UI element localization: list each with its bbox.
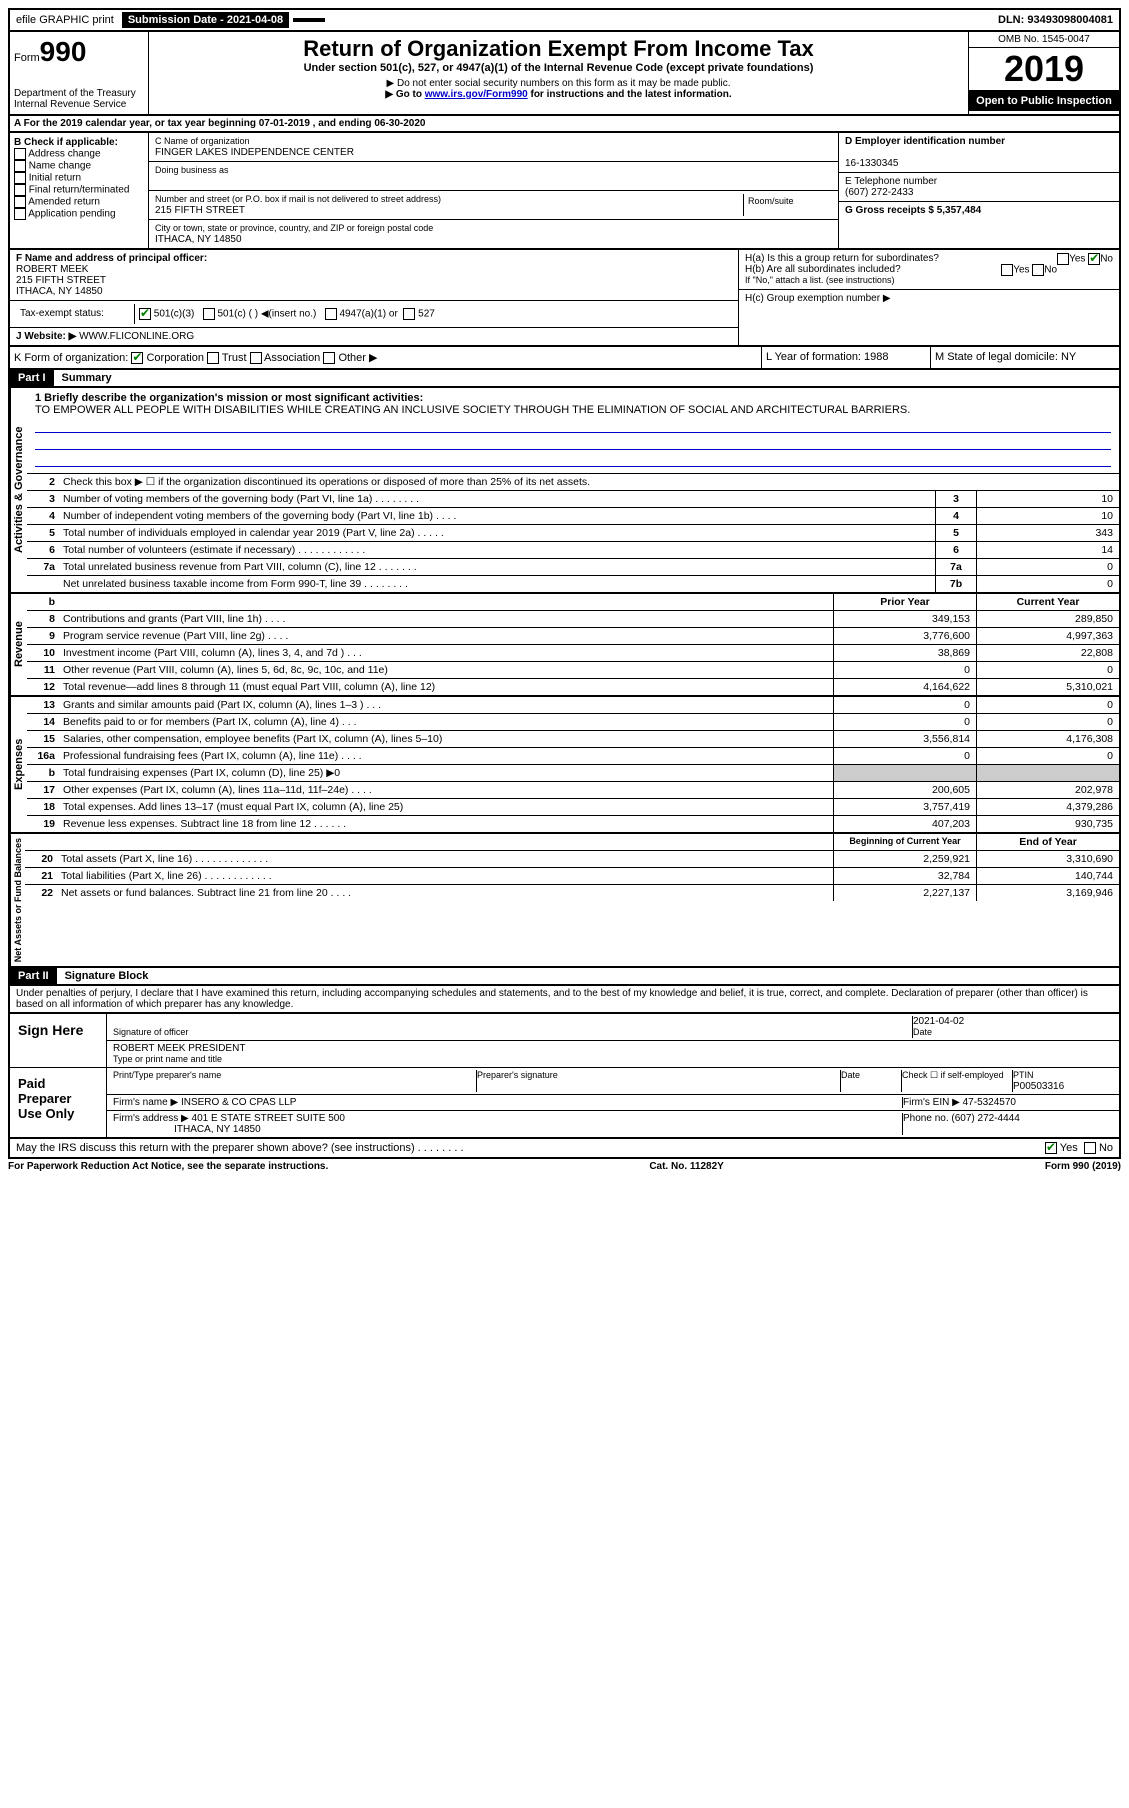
year-formation: L Year of formation: 1988 [762, 347, 931, 368]
section-a: A For the 2019 calendar year, or tax yea… [8, 116, 1121, 133]
cb-name[interactable] [14, 160, 26, 172]
officer-sig-name: ROBERT MEEK PRESIDENT [113, 1043, 245, 1054]
cb-501c3[interactable] [139, 308, 151, 320]
discuss-row: May the IRS discuss this return with the… [8, 1139, 1121, 1159]
dln: DLN: 93493098004081 [327, 12, 1119, 28]
tax-year: 2019 [969, 48, 1119, 91]
table-row: 6Total number of volunteers (estimate if… [27, 542, 1119, 559]
part2-header: Part II Signature Block [8, 968, 1121, 986]
firm-addr1: 401 E STATE STREET SUITE 500 [192, 1113, 345, 1124]
cb-pending[interactable] [14, 208, 26, 220]
cb-address[interactable] [14, 148, 26, 160]
cb-hb-no[interactable] [1032, 264, 1044, 276]
inspection-box: Open to Public Inspection [969, 91, 1119, 111]
cb-hb-yes[interactable] [1001, 264, 1013, 276]
org-city: ITHACA, NY 14850 [155, 234, 242, 245]
part1-header: Part I Summary [8, 370, 1121, 388]
cb-assoc[interactable] [250, 352, 262, 364]
org-name: FINGER LAKES INDEPENDENCE CENTER [155, 147, 354, 158]
info-grid: B Check if applicable: Address change Na… [8, 133, 1121, 250]
cb-final[interactable] [14, 184, 26, 196]
table-row: 13Grants and similar amounts paid (Part … [27, 697, 1119, 714]
cb-501c[interactable] [203, 308, 215, 320]
table-row: 16aProfessional fundraising fees (Part I… [27, 748, 1119, 765]
table-row: 11Other revenue (Part VIII, column (A), … [27, 662, 1119, 679]
state-domicile: M State of legal domicile: NY [931, 347, 1119, 368]
submission-date-btn[interactable]: Submission Date - 2021-04-08 [122, 12, 289, 28]
table-row: 20Total assets (Part X, line 16) . . . .… [25, 851, 1119, 868]
form-subtitle: Under section 501(c), 527, or 4947(a)(1)… [153, 62, 964, 74]
table-row: 10Investment income (Part VIII, column (… [27, 645, 1119, 662]
top-bar: efile GRAPHIC print Submission Date - 20… [8, 8, 1121, 32]
table-row: 4Number of independent voting members of… [27, 508, 1119, 525]
netassets-section: Net Assets or Fund Balances Beginning of… [8, 834, 1121, 968]
officer-name: ROBERT MEEK [16, 264, 88, 275]
table-row: 15Salaries, other compensation, employee… [27, 731, 1119, 748]
gross-receipts: G Gross receipts $ 5,357,484 [845, 205, 981, 216]
firm-phone: (607) 272-4444 [951, 1113, 1019, 1124]
table-row: 9Program service revenue (Part VIII, lin… [27, 628, 1119, 645]
note2-pre: ▶ Go to [385, 89, 424, 100]
cb-trust[interactable] [207, 352, 219, 364]
table-row: 7aTotal unrelated business revenue from … [27, 559, 1119, 576]
box-b: B Check if applicable: Address change Na… [10, 133, 149, 248]
table-row: 21Total liabilities (Part X, line 26) . … [25, 868, 1119, 885]
table-row: 12Total revenue—add lines 8 through 11 (… [27, 679, 1119, 695]
table-row: bTotal fundraising expenses (Part IX, co… [27, 765, 1119, 782]
note2-post: for instructions and the latest informat… [528, 89, 732, 100]
revenue-section: Revenue b Prior Year Current Year 8Contr… [8, 594, 1121, 697]
info-grid-2: F Name and address of principal officer:… [8, 250, 1121, 347]
form-label: Form [14, 52, 40, 64]
firm-name: INSERO & CO CPAS LLP [181, 1097, 296, 1108]
website: WWW.FLICONLINE.ORG [79, 331, 194, 342]
cb-ha-no[interactable] [1088, 253, 1100, 265]
form-number: 990 [40, 36, 87, 67]
box-c: C Name of organizationFINGER LAKES INDEP… [149, 133, 838, 248]
cb-527[interactable] [403, 308, 415, 320]
info-grid-3: K Form of organization: Corporation Trus… [8, 347, 1121, 370]
cb-other[interactable] [323, 352, 335, 364]
cb-discuss-no[interactable] [1084, 1142, 1096, 1154]
table-row: 22Net assets or fund balances. Subtract … [25, 885, 1119, 901]
cb-corp[interactable] [131, 352, 143, 364]
cb-initial[interactable] [14, 172, 26, 184]
table-row: 14Benefits paid to or for members (Part … [27, 714, 1119, 731]
tax-exempt-label: Tax-exempt status: [16, 304, 135, 324]
table-row: 3Number of voting members of the governi… [27, 491, 1119, 508]
mission-text: TO EMPOWER ALL PEOPLE WITH DISABILITIES … [35, 404, 910, 416]
irs-link[interactable]: www.irs.gov/Form990 [425, 89, 528, 100]
ptin: P00503316 [1013, 1081, 1064, 1092]
governance-section: Activities & Governance 1 Briefly descri… [8, 388, 1121, 594]
table-row: 19Revenue less expenses. Subtract line 1… [27, 816, 1119, 832]
cb-4947[interactable] [325, 308, 337, 320]
signature-block: Sign Here Signature of officer 2021-04-0… [8, 1014, 1121, 1139]
cb-amended[interactable] [14, 196, 26, 208]
sign-date: 2021-04-02 [913, 1016, 964, 1027]
dept-label: Department of the Treasury Internal Reve… [14, 88, 144, 110]
table-row: 2Check this box ▶ ☐ if the organization … [27, 474, 1119, 491]
blank-btn[interactable] [293, 18, 325, 22]
footer: For Paperwork Reduction Act Notice, see … [8, 1159, 1121, 1174]
form-title: Return of Organization Exempt From Incom… [153, 36, 964, 62]
penalty-text: Under penalties of perjury, I declare th… [8, 986, 1121, 1014]
table-row: Net unrelated business taxable income fr… [27, 576, 1119, 592]
form-header: Form990 Department of the Treasury Inter… [8, 32, 1121, 116]
table-row: 17Other expenses (Part IX, column (A), l… [27, 782, 1119, 799]
cb-ha-yes[interactable] [1057, 253, 1069, 265]
expenses-section: Expenses 13Grants and similar amounts pa… [8, 697, 1121, 834]
note1: ▶ Do not enter social security numbers o… [153, 78, 964, 89]
firm-ein: 47-5324570 [963, 1097, 1016, 1108]
omb: OMB No. 1545-0047 [969, 32, 1119, 48]
ein: 16-1330345 [845, 158, 898, 169]
org-street: 215 FIFTH STREET [155, 205, 245, 216]
table-row: 18Total expenses. Add lines 13–17 (must … [27, 799, 1119, 816]
efile-label: efile GRAPHIC print [10, 12, 120, 28]
phone: (607) 272-2433 [845, 187, 913, 198]
cb-discuss-yes[interactable] [1045, 1142, 1057, 1154]
table-row: 8Contributions and grants (Part VIII, li… [27, 611, 1119, 628]
table-row: 5Total number of individuals employed in… [27, 525, 1119, 542]
